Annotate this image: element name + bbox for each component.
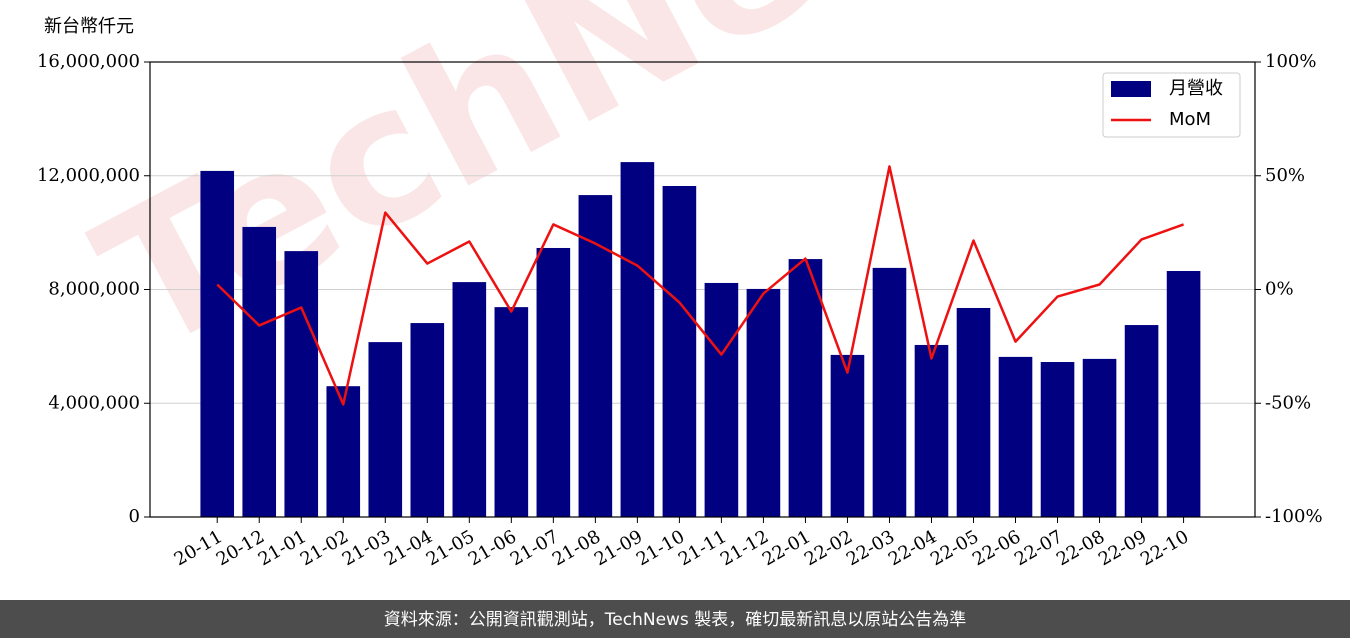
bar [494,307,529,517]
bar [452,282,487,517]
bar [998,356,1033,517]
bar [536,247,571,517]
legend-swatch [1111,81,1151,97]
y-tick-label: 8,000,000 [48,279,140,300]
bar [872,267,907,517]
bar [914,344,949,517]
bar [1040,362,1075,517]
bar [368,342,403,517]
y-tick-label: 12,000,000 [37,165,140,186]
y-tick-label: 0 [129,506,140,527]
y2-tick-label: -50% [1265,392,1311,413]
bar [242,226,277,517]
y2-tick-label: 100% [1265,51,1316,72]
bar [956,307,991,517]
bar [1124,325,1159,517]
bar [620,162,655,517]
y2-tick-label: 0% [1265,279,1294,300]
bar [284,251,319,517]
y-tick-label: 4,000,000 [48,392,140,413]
footer: 資料來源：公開資訊觀測站，TechNews 製表，確切最新訊息以原站公告為準 [384,610,966,630]
line [216,165,1184,406]
bar [746,288,781,517]
x-tick-label: 22-10 [1137,526,1192,570]
y-tick-label: 16,000,000 [37,51,140,72]
bar [1166,271,1201,517]
plot-frame [149,61,1256,518]
y2-tick-label: -100% [1265,506,1323,527]
bar [200,170,235,517]
bar [410,323,445,517]
legend-label: 月營收 [1169,78,1223,99]
legend-label: MoM [1169,109,1211,130]
bar [788,259,823,517]
bar [830,354,865,517]
bar [326,386,361,517]
bar [662,185,697,518]
y2-tick-label: 50% [1265,165,1305,186]
bar [704,282,739,517]
y-axis-label: 新台幣仟元 [44,16,134,37]
bar [1082,358,1117,517]
footer-bar [0,600,1350,638]
